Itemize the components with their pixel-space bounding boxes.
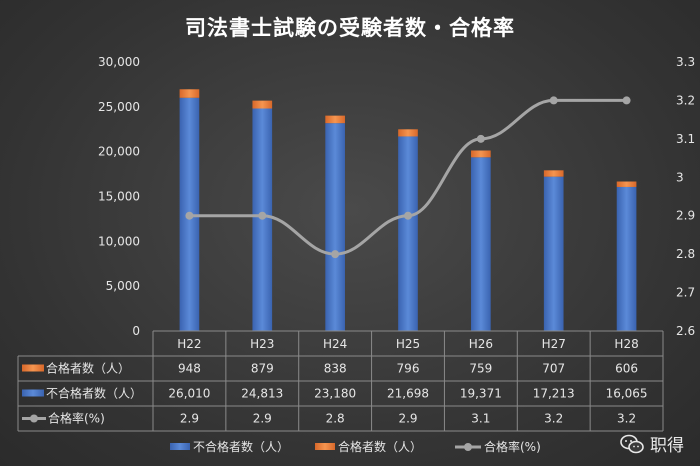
watermark: 职得 xyxy=(620,431,684,456)
table-cell: 2.9 xyxy=(253,412,272,426)
x-tick-label: H26 xyxy=(469,337,493,351)
y-right-tick-label: 2.7 xyxy=(676,286,695,300)
watermark-text: 职得 xyxy=(650,436,684,456)
table-cell: 796 xyxy=(397,362,420,376)
x-tick-label: H25 xyxy=(396,337,420,351)
legend-label: 不合格者数（人） xyxy=(193,439,289,454)
y-left-tick-label: 5,000 xyxy=(106,279,140,293)
table-row-header: 不合格者数（人） xyxy=(46,386,142,401)
table-cell: 879 xyxy=(251,362,274,376)
y-right-tick-label: 2.8 xyxy=(676,247,695,261)
bar-fail xyxy=(325,123,345,331)
y-right-tick-label: 2.6 xyxy=(676,324,695,338)
table-cell: 2.9 xyxy=(180,412,199,426)
table-row-header: 合格率(%) xyxy=(48,411,105,426)
y-right-tick-label: 3.2 xyxy=(676,93,695,107)
bar-pass xyxy=(398,129,418,137)
y-left-tick-label: 20,000 xyxy=(98,145,140,159)
table-cell: 707 xyxy=(542,362,565,376)
legend-key xyxy=(170,443,190,450)
bar-pass xyxy=(325,115,345,124)
legend-label: 合格率(%) xyxy=(484,439,541,454)
table-cell: 23,180 xyxy=(314,387,356,401)
rate-point xyxy=(185,211,194,220)
table-cell: 19,371 xyxy=(460,387,502,401)
y-left-tick-label: 0 xyxy=(132,324,140,338)
table-row-key xyxy=(22,389,44,397)
chart-title: 司法書士試験の受験者数・合格率 xyxy=(185,16,515,40)
bar-pass xyxy=(252,100,273,109)
y-left-tick-label: 10,000 xyxy=(98,234,140,248)
table-cell: 2.8 xyxy=(326,412,345,426)
legend-key xyxy=(464,443,472,451)
rate-point xyxy=(331,250,340,259)
table-cell: 838 xyxy=(324,362,347,376)
table-cell: 24,813 xyxy=(241,387,283,401)
legend-label: 合格者数（人） xyxy=(338,439,422,454)
table-cell: 3.2 xyxy=(544,412,563,426)
wechat-icon xyxy=(620,434,644,453)
table-cell: 948 xyxy=(178,362,201,376)
table-cell: 3.2 xyxy=(617,412,636,426)
table-cell: 26,010 xyxy=(168,387,210,401)
rate-point xyxy=(258,211,267,220)
rate-point xyxy=(622,96,631,105)
bar-pass xyxy=(471,150,491,158)
bar-pass xyxy=(179,89,200,98)
legend-key xyxy=(315,443,335,450)
rate-point xyxy=(476,134,485,143)
table-row-key xyxy=(30,414,38,423)
y-left-tick-label: 15,000 xyxy=(98,190,140,204)
table-cell: 21,698 xyxy=(387,387,429,401)
bar-fail xyxy=(616,186,637,331)
y-left-tick-label: 30,000 xyxy=(98,55,140,69)
bar-fail xyxy=(398,136,418,331)
bar-pass xyxy=(543,170,564,177)
y-left-tick-label: 25,000 xyxy=(98,100,140,114)
y-right-tick-label: 3 xyxy=(676,170,684,184)
rate-point xyxy=(404,211,412,220)
table-cell: 3.1 xyxy=(471,412,490,426)
y-right-tick-label: 3.1 xyxy=(676,132,695,146)
bar-fail xyxy=(252,108,273,331)
x-tick-label: H24 xyxy=(323,337,347,351)
rate-point xyxy=(549,96,558,105)
y-right-tick-label: 2.9 xyxy=(676,209,695,223)
bar-fail xyxy=(543,176,564,331)
bar-fail xyxy=(471,157,491,331)
table-cell: 17,213 xyxy=(533,387,575,401)
table-row-header: 合格者数（人） xyxy=(46,361,130,376)
table-cell: 2.9 xyxy=(398,412,417,426)
table-cell: 606 xyxy=(615,362,638,376)
y-right-tick-label: 3.3 xyxy=(676,55,695,69)
table-row-key xyxy=(22,364,44,372)
table-cell: 759 xyxy=(469,362,492,376)
x-tick-label: H22 xyxy=(177,337,201,351)
x-tick-label: H23 xyxy=(250,337,274,351)
x-tick-label: H28 xyxy=(614,337,638,351)
bar-pass xyxy=(616,181,637,187)
table-cell: 16,065 xyxy=(606,387,648,401)
x-tick-label: H27 xyxy=(542,337,566,351)
